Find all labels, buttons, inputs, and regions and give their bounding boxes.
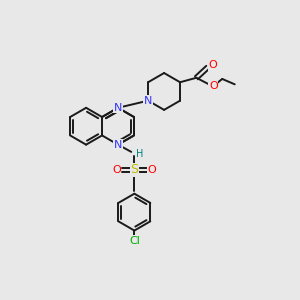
Text: N: N [144, 96, 152, 106]
Text: H: H [136, 148, 143, 159]
Text: O: O [209, 81, 218, 91]
Text: O: O [148, 165, 157, 175]
Text: Cl: Cl [129, 236, 140, 246]
Text: N: N [114, 103, 122, 113]
Text: O: O [112, 165, 121, 175]
Text: N: N [114, 140, 122, 150]
Text: S: S [130, 164, 138, 176]
Text: O: O [209, 60, 218, 70]
